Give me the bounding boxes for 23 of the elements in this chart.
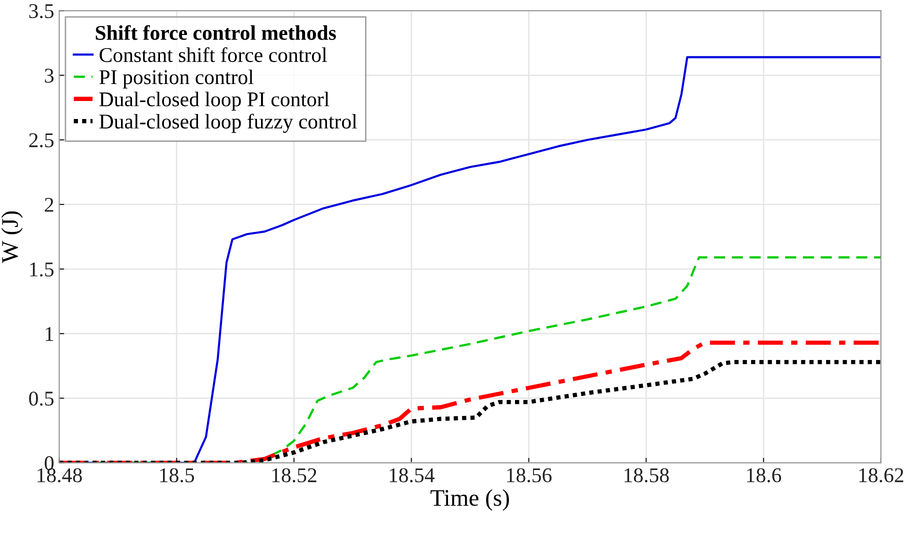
x-tick-label: 18.5: [160, 468, 194, 482]
y-axis-title: W (J): [1, 211, 23, 264]
x-tick-label: 18.56: [507, 468, 552, 482]
x-tick-label: 18.58: [624, 468, 669, 482]
y-tick-label: 1.5: [30, 262, 54, 277]
y-tick-label: 0: [44, 456, 54, 470]
x-tick-label: 18.48: [38, 468, 82, 482]
y-tick-label: 1: [46, 327, 54, 341]
x-tick-label: 18.6: [747, 468, 782, 482]
y-tick-label: 3.5: [29, 4, 54, 18]
legend-label: Constant shift force control: [100, 47, 327, 62]
y-tick-label: 3: [44, 68, 54, 83]
y-tick-label: 2: [44, 198, 54, 212]
legend-title: Shift force control methods: [96, 25, 336, 40]
x-tick-label: 18.54: [390, 468, 434, 482]
legend-label: PI position control: [99, 70, 254, 88]
legend-label: Dual-closed loop PI contorl: [99, 92, 330, 111]
legend-label: Dual-closed loop fuzzy control: [99, 114, 357, 133]
x-axis-title: Time (s): [430, 489, 509, 511]
x-tick-label: 18.52: [272, 468, 316, 482]
y-tick-label: 0.5: [29, 392, 54, 406]
x-tick-label: 18.62: [859, 468, 904, 482]
y-tick-label: 2.5: [29, 133, 54, 148]
